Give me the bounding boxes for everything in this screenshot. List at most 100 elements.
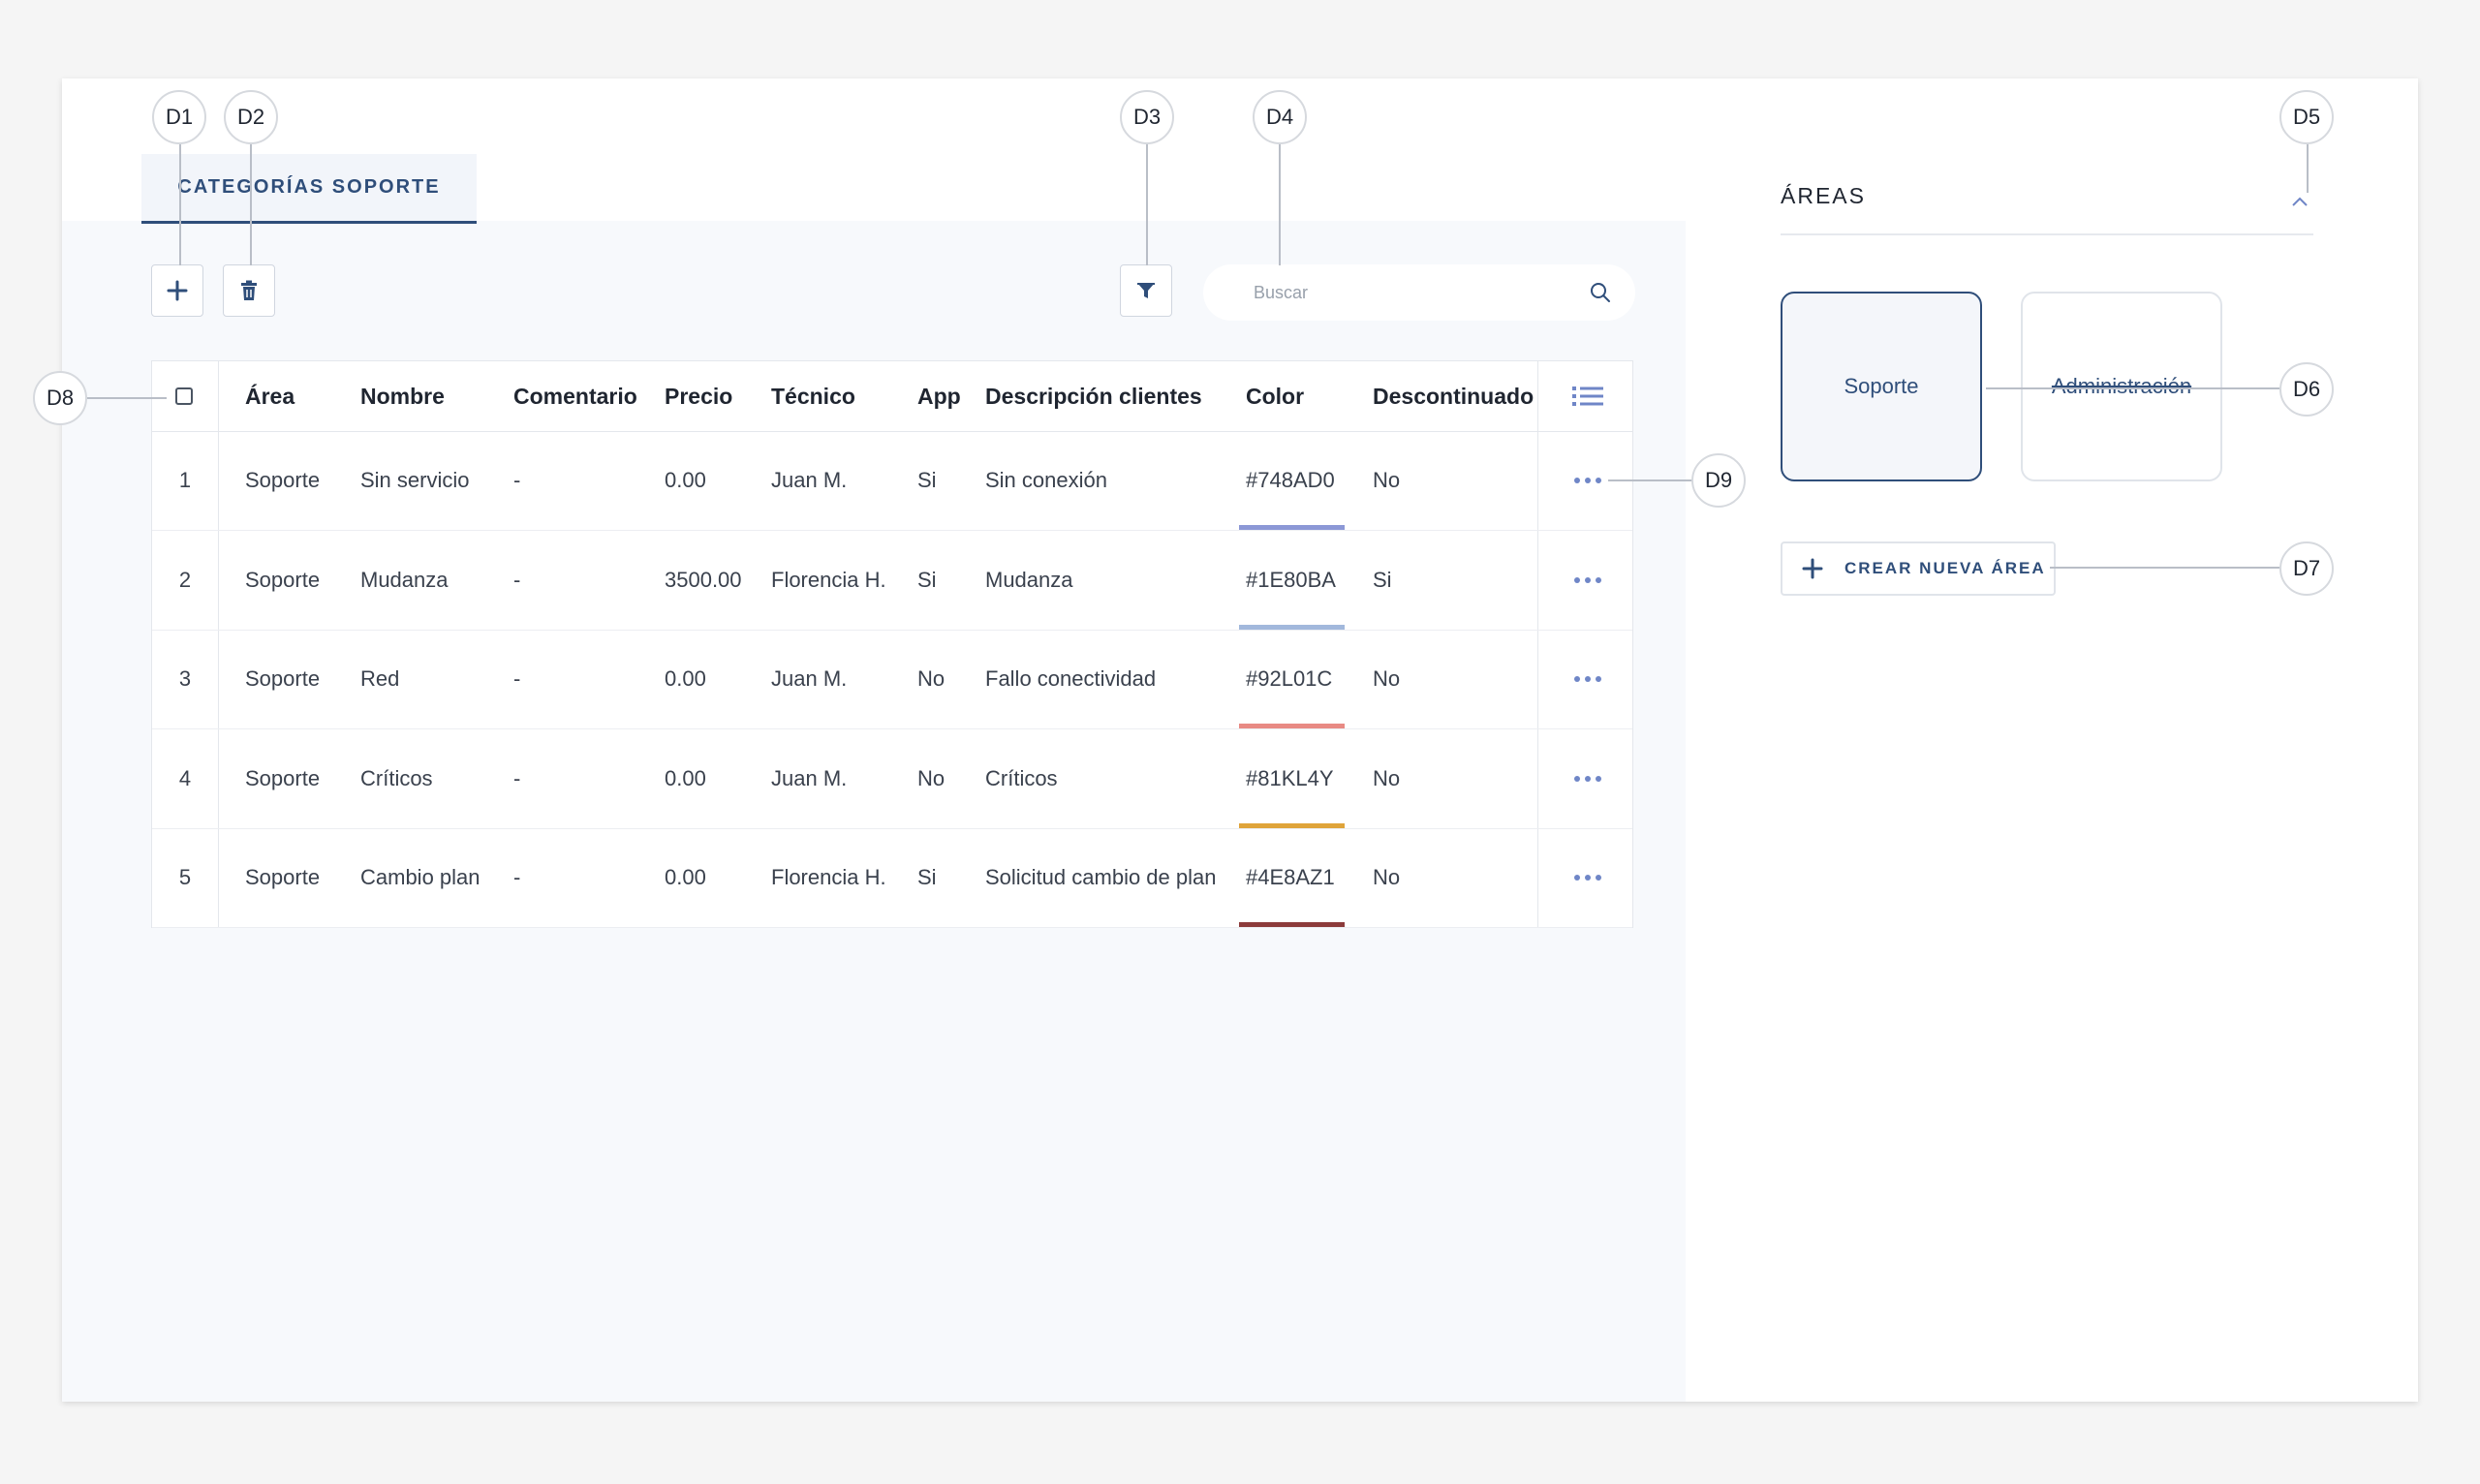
column-header-precio[interactable]: Precio [665, 383, 733, 409]
row-actions-button[interactable] [1574, 630, 1601, 728]
cell-precio: 3500.00 [665, 567, 742, 592]
search-icon[interactable] [1589, 281, 1612, 304]
callout-d4: D4 [1253, 90, 1307, 144]
more-horizontal-icon [1574, 576, 1601, 583]
cell-num: 3 [178, 666, 192, 691]
cell-descontinuado: No [1373, 865, 1401, 889]
cell-descripcion: Solicitud cambio de plan [985, 865, 1217, 889]
cell-area: Soporte [245, 765, 321, 790]
column-header-descontinuado[interactable]: Descontinuado [1373, 383, 1534, 409]
cell-precio: 0.00 [665, 765, 706, 790]
areas-title: ÁREAS [1781, 183, 1866, 208]
cell-tecnico: Juan M. [771, 765, 848, 790]
cell-descripcion: Sin conexión [985, 468, 1107, 492]
callout-leader [2307, 144, 2309, 193]
color-swatch [1239, 624, 1345, 630]
cell-precio: 0.00 [665, 468, 706, 492]
cell-app: Si [917, 865, 937, 889]
row-actions-button[interactable] [1574, 431, 1601, 530]
create-area-button[interactable]: CREAR NUEVA ÁREA [1781, 541, 2056, 596]
cell-nombre: Cambio plan [360, 865, 480, 889]
select-all-checkbox[interactable] [175, 387, 193, 405]
cell-precio: 0.00 [665, 865, 706, 889]
filter-icon [1137, 283, 1155, 298]
column-header-area[interactable]: Área [245, 383, 295, 409]
cell-app: Si [917, 567, 937, 592]
callout-leader [179, 144, 181, 265]
more-horizontal-icon [1574, 478, 1601, 483]
color-swatch [1239, 724, 1345, 728]
add-button[interactable] [151, 264, 203, 317]
color-swatch [1239, 922, 1345, 927]
cell-num: 1 [178, 468, 192, 492]
cell-comentario: - [513, 468, 521, 492]
row-actions-button[interactable] [1574, 531, 1601, 630]
column-header-tecnico[interactable]: Técnico [771, 383, 855, 409]
cell-area: Soporte [245, 666, 321, 691]
column-divider [218, 361, 219, 927]
column-header-descripcion[interactable]: Descripción clientes [985, 383, 1202, 409]
cell-nombre: Sin servicio [360, 468, 470, 492]
cell-app: No [917, 666, 946, 691]
area-card-administracion[interactable]: Administración [2021, 292, 2222, 481]
cell-precio: 0.00 [665, 666, 706, 691]
tab-categorias-soporte[interactable]: CATEGORÍAS SOPORTE [141, 154, 477, 224]
table-row[interactable]: 2 Soporte Mudanza - 3500.00 Florencia H. Si Mud… [152, 531, 1632, 631]
callout-leader [87, 397, 167, 399]
cell-area: Soporte [245, 567, 321, 592]
cell-descripcion: Mudanza [985, 567, 1073, 592]
delete-button[interactable] [223, 264, 275, 317]
cell-app: No [917, 765, 946, 790]
callout-d8: D8 [33, 371, 87, 425]
cell-num: 4 [178, 765, 192, 790]
more-horizontal-icon [1574, 676, 1601, 682]
table-row[interactable]: 3 Soporte Red - 0.00 Juan M. No Fallo conectivi… [152, 630, 1632, 729]
callout-d3: D3 [1120, 90, 1174, 144]
column-header-app[interactable]: App [917, 383, 961, 409]
cell-nombre: Críticos [360, 765, 433, 790]
color-swatch [1239, 822, 1345, 828]
cell-tecnico: Florencia H. [771, 865, 886, 889]
cell-nombre: Mudanza [360, 567, 449, 592]
list-icon [1572, 386, 1603, 406]
callout-d5: D5 [2279, 90, 2334, 144]
callout-leader [1986, 387, 2279, 389]
chevron-up-icon[interactable] [2290, 195, 2310, 208]
cell-tecnico: Florencia H. [771, 567, 886, 592]
table-header: Área Nombre Comentario Precio Técnico Ap… [152, 361, 1632, 432]
cell-comentario: - [513, 765, 521, 790]
callout-d9: D9 [1691, 453, 1746, 508]
row-actions-button[interactable] [1574, 729, 1601, 828]
filter-button[interactable] [1120, 264, 1172, 317]
cell-color: #4E8AZ1 [1246, 865, 1335, 889]
callout-leader [250, 144, 252, 265]
callout-d2: D2 [224, 90, 278, 144]
search-input[interactable] [1252, 281, 1566, 304]
table-row[interactable]: 4 Soporte Críticos - 0.00 Juan M. No Críticos #8… [152, 729, 1632, 829]
cell-descontinuado: No [1373, 765, 1401, 790]
create-area-label: CREAR NUEVA ÁREA [1844, 559, 2046, 577]
callout-d1: D1 [152, 90, 206, 144]
cell-color: #81KL4Y [1246, 765, 1334, 790]
callout-leader [2050, 567, 2279, 569]
row-actions-button[interactable] [1574, 828, 1601, 927]
plus-icon [167, 280, 188, 301]
callout-d7: D7 [2279, 541, 2334, 596]
table-row[interactable]: 1 Soporte Sin servicio - 0.00 Juan M. Si Sin co… [152, 431, 1632, 531]
search-box [1203, 264, 1635, 321]
column-settings-button[interactable] [1572, 361, 1603, 431]
color-swatch [1239, 525, 1345, 530]
trash-icon [241, 280, 257, 300]
column-divider [1537, 361, 1538, 927]
cell-comentario: - [513, 567, 521, 592]
callout-leader [1146, 144, 1148, 265]
table-row[interactable]: 5 Soporte Cambio plan - 0.00 Florencia H. Si So… [152, 828, 1632, 928]
column-header-nombre[interactable]: Nombre [360, 383, 445, 409]
column-header-color[interactable]: Color [1246, 383, 1305, 409]
callout-leader [1608, 479, 1693, 481]
column-header-comentario[interactable]: Comentario [513, 383, 637, 409]
cell-area: Soporte [245, 865, 321, 889]
area-card-soporte[interactable]: Soporte [1781, 292, 1982, 481]
area-card-label: Soporte [1844, 374, 1919, 398]
cell-comentario: - [513, 666, 521, 691]
